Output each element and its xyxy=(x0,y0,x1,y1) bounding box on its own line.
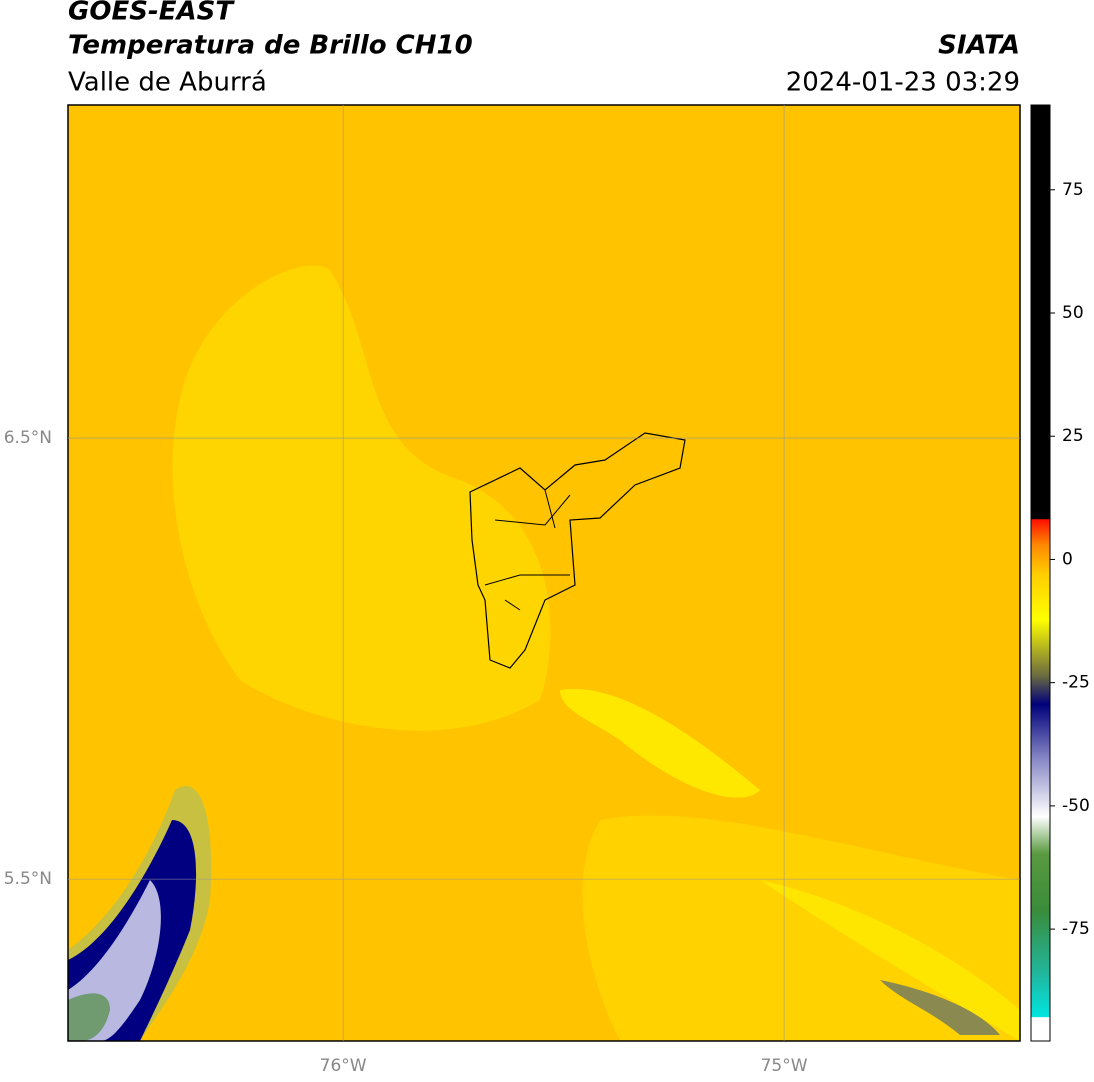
x-tick-label: 76°W xyxy=(320,1056,367,1076)
colorbar-tick-label: 75 xyxy=(1062,180,1084,200)
colorbar-tick-label: 0 xyxy=(1062,549,1073,569)
title: GOES-EAST xyxy=(68,0,235,27)
x-tick-label: 75°W xyxy=(761,1056,808,1076)
colorbar-tick-label: -25 xyxy=(1062,673,1090,693)
subtitle: Temperatura de Brillo CH10 xyxy=(68,31,473,61)
y-tick-label: 6.5°N xyxy=(4,428,52,448)
map-frame xyxy=(67,104,1021,1042)
satellite-image xyxy=(68,105,1020,1041)
timestamp: 2024-01-23 03:29 xyxy=(786,68,1020,98)
colorbar-tick-label: -75 xyxy=(1062,919,1090,939)
source: SIATA xyxy=(938,31,1020,61)
y-tick-label: 5.5°N xyxy=(4,869,52,889)
colorbar xyxy=(1030,104,1051,1042)
region: Valle de Aburrá xyxy=(68,68,267,98)
colorbar-tick-label: 50 xyxy=(1062,303,1084,323)
colorbar-tick-label: -50 xyxy=(1062,796,1090,816)
colorbar-tick-label: 25 xyxy=(1062,426,1084,446)
